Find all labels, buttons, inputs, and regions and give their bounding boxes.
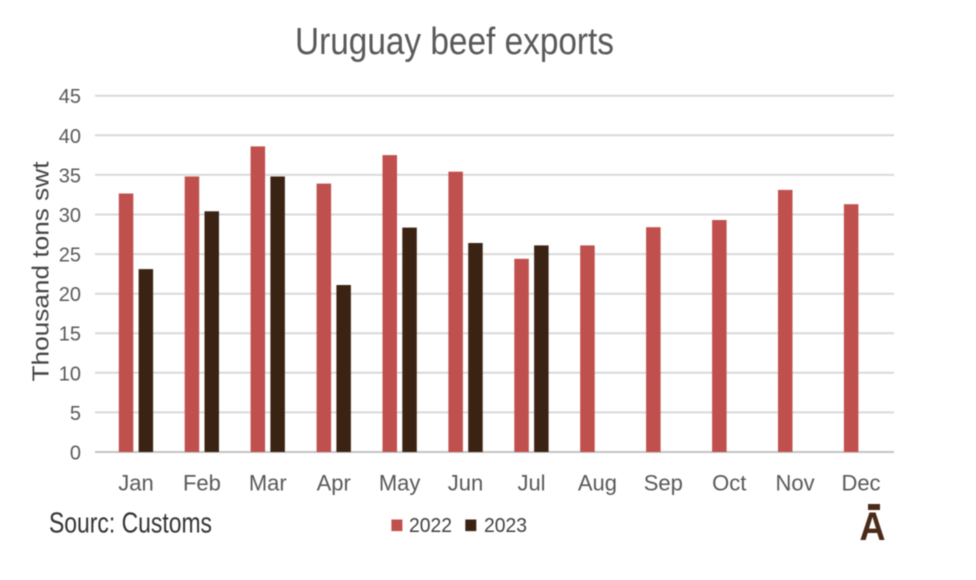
svg-text:45: 45 <box>59 86 81 108</box>
svg-text:May: May <box>379 471 421 496</box>
svg-text:Nov: Nov <box>776 471 815 496</box>
svg-text:Mar: Mar <box>249 471 287 496</box>
svg-text:Aug: Aug <box>578 471 617 496</box>
svg-text:Oct: Oct <box>712 471 746 496</box>
svg-text:Jul: Jul <box>517 471 545 496</box>
svg-text:Sourc: Customs: Sourc: Customs <box>49 508 212 540</box>
svg-text:Jun: Jun <box>448 471 483 496</box>
svg-text:Apr: Apr <box>317 471 351 496</box>
svg-text:2023: 2023 <box>484 515 527 537</box>
svg-text:Jan: Jan <box>118 471 153 496</box>
svg-text:0: 0 <box>70 443 81 465</box>
svg-text:30: 30 <box>59 205 81 227</box>
svg-text:15: 15 <box>59 324 81 346</box>
svg-text:Thousand tons swt: Thousand tons swt <box>28 161 54 382</box>
svg-text:10: 10 <box>59 363 81 385</box>
svg-text:Feb: Feb <box>183 471 221 496</box>
svg-text:40: 40 <box>59 126 81 148</box>
svg-text:5: 5 <box>70 403 81 425</box>
svg-text:Dec: Dec <box>841 471 880 496</box>
svg-text:Sep: Sep <box>644 471 683 496</box>
svg-text:2022: 2022 <box>409 515 452 537</box>
svg-text:A: A <box>860 505 886 549</box>
svg-text:Uruguay beef exports: Uruguay beef exports <box>295 21 614 63</box>
svg-text:20: 20 <box>59 284 81 306</box>
svg-text:25: 25 <box>59 245 81 267</box>
svg-text:35: 35 <box>59 165 81 187</box>
